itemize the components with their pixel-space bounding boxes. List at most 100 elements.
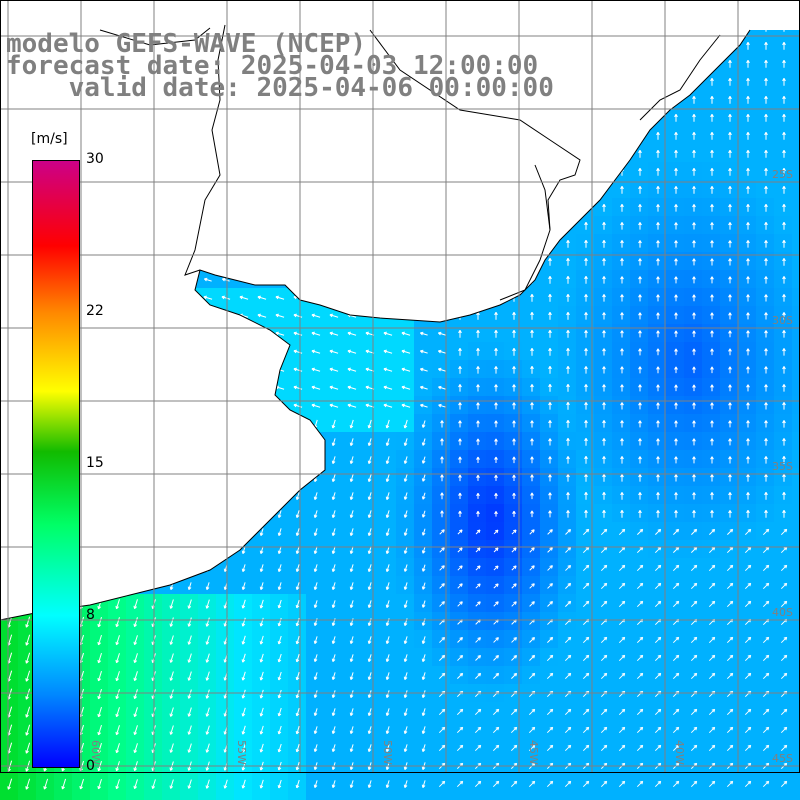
wind-cell <box>540 594 558 612</box>
wind-cell <box>342 342 360 360</box>
wind-cell <box>342 450 360 468</box>
wind-cell <box>324 630 342 648</box>
wind-cell <box>0 630 18 648</box>
wind-cell <box>18 648 36 666</box>
wind-cell <box>234 576 252 594</box>
wind-arrow <box>621 6 624 14</box>
wind-arrow <box>402 187 410 192</box>
wind-cell <box>162 648 180 666</box>
wind-cell <box>342 594 360 612</box>
wind-arrow <box>240 205 248 210</box>
wind-cell <box>378 630 396 648</box>
wind-cell <box>378 576 396 594</box>
wind-arrow <box>548 239 552 248</box>
wind-arrow <box>458 203 462 212</box>
wind-arrow <box>476 41 480 50</box>
wind-arrow <box>348 169 356 174</box>
wind-cell <box>342 108 360 126</box>
wind-cell <box>522 774 540 792</box>
wind-cell <box>0 558 18 576</box>
wind-cell <box>486 234 504 252</box>
wind-cell <box>0 756 18 774</box>
wind-cell <box>216 144 234 162</box>
wind-arrow <box>585 6 588 14</box>
wind-cell <box>198 324 216 342</box>
wind-cell <box>540 54 558 72</box>
wind-cell <box>270 648 288 666</box>
wind-arrow <box>512 239 516 248</box>
wind-cell <box>54 774 72 792</box>
wind-cell <box>648 522 666 540</box>
wind-arrow <box>187 492 192 500</box>
wind-arrow <box>277 474 282 482</box>
wind-cell <box>594 594 612 612</box>
wind-arrow <box>693 6 696 14</box>
wind-cell <box>486 594 504 612</box>
wind-cell <box>90 180 108 198</box>
wind-cell <box>774 522 792 540</box>
wind-cell <box>342 612 360 630</box>
wind-arrow <box>312 223 320 228</box>
wind-cell <box>126 522 144 540</box>
wind-arrow <box>6 8 13 11</box>
wind-cell <box>774 702 792 720</box>
wind-arrow <box>240 115 248 120</box>
wind-cell <box>792 30 800 36</box>
wind-cell <box>756 666 774 684</box>
wind-arrow <box>114 169 122 174</box>
wind-cell <box>342 162 360 180</box>
wind-cell <box>414 648 432 666</box>
wind-arrow <box>765 6 768 14</box>
wind-arrow <box>294 259 302 264</box>
wind-arrow <box>711 30 713 32</box>
wind-cell <box>432 30 450 36</box>
wind-cell <box>360 702 378 720</box>
wind-arrow <box>656 131 660 140</box>
wind-cell <box>270 612 288 630</box>
wind-cell <box>252 738 270 756</box>
wind-cell <box>468 612 486 630</box>
wind-arrow <box>494 221 498 230</box>
wind-cell <box>126 234 144 252</box>
wind-cell <box>0 162 18 180</box>
wind-cell <box>432 702 450 720</box>
wind-cell <box>792 234 800 252</box>
wind-cell <box>666 0 684 18</box>
wind-cell <box>450 270 468 288</box>
wind-cell <box>666 792 684 800</box>
wind-cell <box>702 522 720 540</box>
wind-cell <box>774 540 792 558</box>
wind-cell <box>144 234 162 252</box>
wind-cell <box>54 0 72 18</box>
wind-arrow <box>295 419 300 429</box>
wind-arrow <box>674 41 678 50</box>
wind-cell <box>738 30 756 36</box>
wind-arrow <box>548 131 552 140</box>
wind-arrow <box>585 30 587 32</box>
wind-arrow <box>494 185 498 194</box>
wind-arrow <box>185 367 195 372</box>
wind-arrow <box>7 528 12 536</box>
wind-cell <box>252 108 270 126</box>
wind-arrow <box>348 187 356 192</box>
wind-cell <box>108 324 126 342</box>
wind-cell <box>90 342 108 360</box>
wind-arrow <box>257 349 267 354</box>
wind-cell <box>450 306 468 324</box>
wind-cell <box>90 486 108 504</box>
wind-arrow <box>96 169 104 174</box>
wind-cell <box>594 792 612 800</box>
wind-arrow <box>257 367 267 372</box>
wind-arrow <box>276 151 284 156</box>
wind-cell <box>576 90 594 108</box>
wind-cell <box>198 756 216 774</box>
wind-cell <box>720 756 738 774</box>
wind-cell <box>630 72 648 90</box>
wind-cell <box>576 522 594 540</box>
wind-cell <box>234 414 252 432</box>
wind-cell <box>234 324 252 342</box>
wind-arrow <box>728 131 732 140</box>
wind-cell <box>126 630 144 648</box>
wind-cell <box>162 324 180 342</box>
